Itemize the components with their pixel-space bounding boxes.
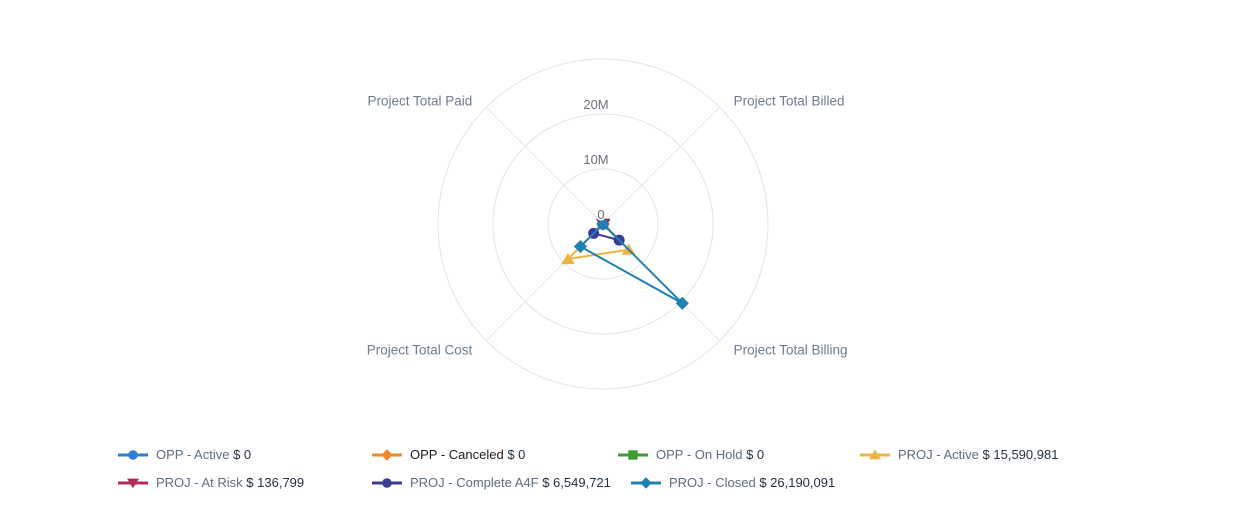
legend-marker-triangle-up-icon	[860, 449, 890, 460]
radial-tick-label-0: 0	[597, 207, 604, 222]
legend-item-opp-active[interactable]: OPP - Active $ 0	[118, 447, 251, 463]
legend-series-name: OPP - Active	[156, 447, 234, 462]
series-marker-triangle-down[interactable]	[127, 478, 139, 489]
legend-item-proj-active[interactable]: PROJ - Active $ 15,590,981	[860, 447, 1058, 463]
legend-series-name: OPP - On Hold	[656, 447, 747, 462]
axis-label-project-total-billing: Project Total Billing	[734, 343, 848, 358]
axis-label-project-total-billed: Project Total Billed	[734, 93, 845, 108]
legend-label: PROJ - Closed $ 26,190,091	[669, 475, 835, 491]
series-marker-diamond[interactable]	[573, 239, 588, 254]
radar-chart: Project Total Billed Project Total Paid Pr…	[367, 58, 848, 390]
legend-label: PROJ - Active $ 15,590,981	[898, 447, 1058, 463]
series-marker-triangle-up[interactable]	[561, 253, 575, 265]
series-marker-diamond[interactable]	[596, 217, 610, 231]
series-marker-circle[interactable]	[128, 450, 138, 460]
legend-marker-square-icon	[618, 450, 648, 460]
legend-series-name: PROJ - Active	[898, 447, 983, 462]
legend-marker-diamond-icon	[631, 477, 661, 489]
legend-series-name: PROJ - At Risk	[156, 475, 247, 490]
legend-marker-triangle-down-icon	[118, 478, 148, 489]
legend-series-name: OPP - Canceled	[410, 447, 508, 462]
legend-marker-diamond-icon	[372, 449, 402, 461]
series-marker-square[interactable]	[628, 450, 638, 460]
legend-marker-circle-icon	[372, 478, 402, 488]
legend-series-value: $ 26,190,091	[759, 475, 836, 490]
radial-tick-label-20m: 20M	[583, 97, 608, 112]
legend-series-value: $ 136,799	[246, 475, 305, 490]
legend-label: OPP - On Hold $ 0	[656, 447, 764, 463]
grid-circle	[437, 58, 769, 390]
legend-series-value: $ 0	[233, 447, 252, 462]
axis-label-project-total-cost: Project Total Cost	[367, 343, 473, 358]
legend-series-name: PROJ - Complete A4F	[410, 475, 543, 490]
series-marker-diamond[interactable]	[640, 477, 652, 489]
series-proj-closed	[573, 217, 689, 310]
legend-series-value: $ 0	[507, 447, 526, 462]
series-marker-triangle-up[interactable]	[869, 449, 881, 460]
legend-series-value: $ 0	[746, 447, 765, 462]
legend-item-proj-closed[interactable]: PROJ - Closed $ 26,190,091	[631, 475, 835, 491]
axis-line	[602, 106, 721, 225]
legend-label: OPP - Canceled $ 0	[410, 447, 525, 463]
legend-item-opp-canceled[interactable]: OPP - Canceled $ 0	[372, 447, 525, 463]
legend-series-value: $ 6,549,721	[542, 475, 611, 490]
axis-label-project-total-paid: Project Total Paid	[368, 93, 473, 108]
grid-circle	[492, 113, 714, 335]
legend-series-name: PROJ - Closed	[669, 475, 760, 490]
legend-label: PROJ - Complete A4F $ 6,549,721	[410, 475, 611, 491]
legend-marker-circle-icon	[118, 450, 148, 460]
axis-line	[485, 106, 604, 225]
series-marker-diamond[interactable]	[675, 296, 689, 310]
legend-label: OPP - Active $ 0	[156, 447, 251, 463]
series-marker-diamond[interactable]	[381, 449, 393, 461]
legend-series-value: $ 15,590,981	[982, 447, 1059, 462]
series-line-proj-closed	[579, 223, 684, 305]
grid-circle	[547, 168, 659, 280]
radial-tick-label-10m: 10M	[583, 152, 608, 167]
legend-item-proj-complete-a4f[interactable]: PROJ - Complete A4F $ 6,549,721	[372, 475, 611, 491]
legend-label: PROJ - At Risk $ 136,799	[156, 475, 304, 491]
legend-item-opp-on-hold[interactable]: OPP - On Hold $ 0	[618, 447, 764, 463]
legend-item-proj-at-risk[interactable]: PROJ - At Risk $ 136,799	[118, 475, 304, 491]
series-marker-circle[interactable]	[382, 478, 392, 488]
